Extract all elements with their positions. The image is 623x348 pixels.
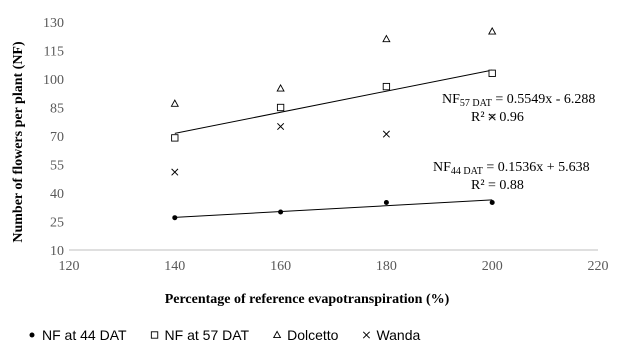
nf-at-57-dat-point bbox=[171, 134, 179, 142]
dolcetto-point bbox=[276, 83, 285, 92]
wanda-point bbox=[382, 130, 390, 138]
x-tick-label: 160 bbox=[270, 259, 291, 274]
data-points bbox=[170, 26, 497, 221]
nf-at-44-dat-point bbox=[489, 200, 495, 205]
dolcetto-point bbox=[488, 26, 497, 35]
trendline-44-equation: NF44 DAT = 0.1536x + 5.638 bbox=[433, 160, 590, 177]
y-tick-label: 70 bbox=[50, 130, 64, 145]
legend-marker-dolcetto bbox=[272, 330, 282, 339]
legend-label-wanda: Wanda bbox=[376, 327, 420, 343]
nf-at-57-dat-point bbox=[276, 103, 285, 112]
nf-at-44-dat-point bbox=[172, 215, 178, 221]
legend: NF at 44 DAT NF at 57 DAT Dolcetto Wanda bbox=[29, 327, 421, 343]
trendline bbox=[174, 69, 493, 134]
x-tick-label: 220 bbox=[588, 259, 609, 274]
y-tick-label: 130 bbox=[43, 16, 64, 31]
trendline-44-r2: R² = 0.88 bbox=[471, 178, 524, 193]
legend-label-dolcetto: Dolcetto bbox=[287, 327, 339, 343]
y-tick-label: 100 bbox=[43, 73, 64, 88]
y-tick-label: 55 bbox=[50, 159, 64, 174]
dolcetto-point bbox=[170, 99, 179, 107]
nf-at-57-dat-point bbox=[488, 69, 496, 77]
legend-label-nf-at-57-dat: NF at 57 DAT bbox=[165, 327, 250, 343]
legend-marker-wanda bbox=[362, 331, 371, 339]
nf-at-44-dat-point bbox=[383, 200, 389, 205]
dolcetto-point bbox=[382, 34, 391, 43]
x-tick-label: 140 bbox=[164, 259, 185, 274]
y-axis-title: Number of flowers per plant (NF) bbox=[11, 41, 26, 243]
trendline-57-r2: R² = 0.96 bbox=[471, 110, 524, 125]
x-tick-label: 180 bbox=[376, 259, 397, 274]
y-tick-label: 40 bbox=[50, 187, 64, 202]
nf-at-57-dat-point bbox=[382, 82, 391, 91]
legend-label-nf-at-44-dat: NF at 44 DAT bbox=[42, 327, 127, 343]
y-tick-label: 115 bbox=[44, 45, 64, 60]
x-axis-title: Percentage of reference evapotranspirati… bbox=[165, 292, 450, 307]
legend-marker-nf-at-44-dat bbox=[29, 332, 35, 338]
y-tick-label: 25 bbox=[50, 216, 64, 231]
nf-at-44-dat-point bbox=[278, 209, 284, 215]
legend-marker-nf-at-57-dat bbox=[150, 331, 159, 339]
wanda-point bbox=[488, 113, 496, 121]
y-tick-label: 85 bbox=[50, 102, 64, 117]
trendlines bbox=[174, 69, 493, 218]
wanda-point bbox=[277, 122, 285, 131]
x-axis-ticks: 120 140 160 180 200 220 bbox=[59, 259, 609, 274]
trendline-57-equation: NF57 DAT = 0.5549x - 6.288 bbox=[442, 92, 595, 109]
wanda-point bbox=[171, 168, 179, 176]
x-tick-label: 200 bbox=[482, 259, 503, 274]
y-axis-ticks: 10 25 40 55 70 85 100 115 130 bbox=[43, 16, 64, 259]
trendline bbox=[174, 199, 493, 218]
y-tick-label: 10 bbox=[50, 244, 64, 259]
x-tick-label: 120 bbox=[59, 259, 80, 274]
